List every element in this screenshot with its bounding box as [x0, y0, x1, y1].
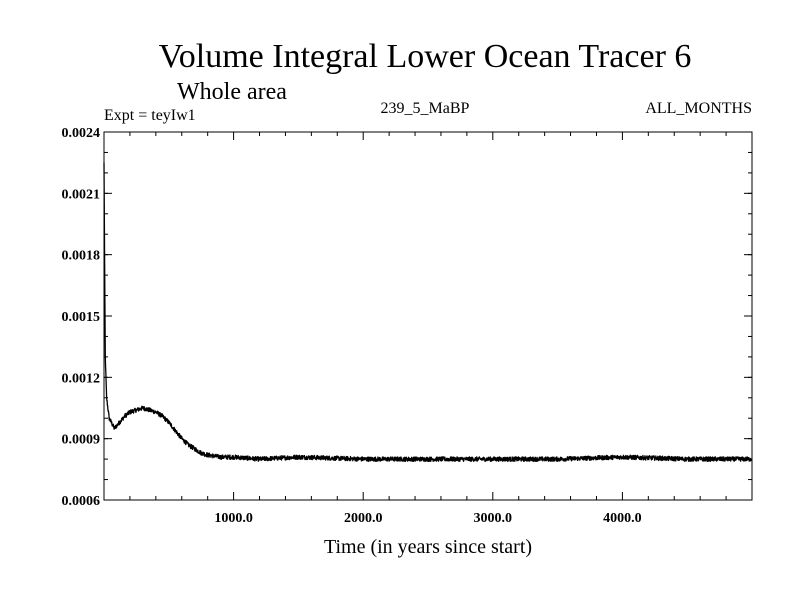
axis-ticks: 0.0006 0.0009 0.0012 0.0015 0.0018 0.0021 0.00…	[62, 126, 752, 526]
series-line	[103, 162, 753, 463]
y-tick-label: 0.0012	[62, 371, 101, 386]
series-group	[103, 162, 753, 463]
plot-area: 0.0006 0.0009 0.0012 0.0015 0.0018 0.0021 0.00…	[62, 126, 753, 526]
x-tick-label: 3000.0	[474, 511, 513, 526]
y-tick-label: 0.0015	[62, 310, 101, 325]
y-tick-label: 0.0024	[62, 126, 101, 141]
x-tick-label: 2000.0	[344, 511, 383, 526]
y-tick-label: 0.0006	[62, 494, 101, 509]
chart-subtitle: Whole area	[177, 79, 287, 105]
chart-title: Volume Integral Lower Ocean Tracer 6	[159, 38, 692, 75]
y-tick-label: 0.0018	[62, 249, 101, 264]
x-axis-label: Time (in years since start)	[324, 536, 532, 558]
y-tick-label: 0.0021	[62, 187, 101, 202]
y-tick-label: 0.0009	[62, 433, 101, 448]
months-label: ALL_MONTHS	[645, 100, 752, 117]
experiment-label: Expt = teyIw1	[104, 107, 196, 124]
plot-frame	[103, 131, 753, 501]
x-tick-label: 4000.0	[603, 511, 642, 526]
period-label: 239_5_MaBP	[381, 100, 470, 117]
x-tick-label: 1000.0	[214, 511, 253, 526]
